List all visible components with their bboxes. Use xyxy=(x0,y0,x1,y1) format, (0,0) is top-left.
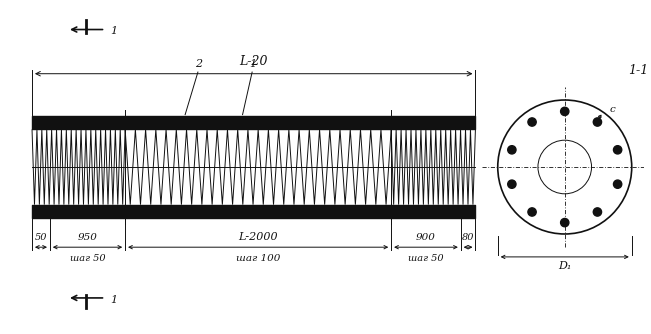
Ellipse shape xyxy=(508,180,516,188)
Ellipse shape xyxy=(528,118,536,126)
Text: 80: 80 xyxy=(462,233,475,242)
Text: 50: 50 xyxy=(35,233,48,242)
Text: 900: 900 xyxy=(416,233,436,242)
Text: 2: 2 xyxy=(195,59,202,69)
Ellipse shape xyxy=(508,146,516,154)
Ellipse shape xyxy=(613,146,622,154)
Ellipse shape xyxy=(593,118,602,126)
Text: D₁: D₁ xyxy=(558,261,572,271)
Ellipse shape xyxy=(593,208,602,216)
Text: 1: 1 xyxy=(111,26,118,36)
Text: шаг 100: шаг 100 xyxy=(236,254,281,263)
Ellipse shape xyxy=(561,218,569,227)
Ellipse shape xyxy=(561,107,569,116)
Text: L-2000: L-2000 xyxy=(238,232,278,242)
Text: 1: 1 xyxy=(111,295,118,305)
Ellipse shape xyxy=(528,208,536,216)
Ellipse shape xyxy=(613,180,622,188)
Text: шаг 50: шаг 50 xyxy=(408,254,444,263)
Text: шаг 50: шаг 50 xyxy=(70,254,105,263)
Text: 1: 1 xyxy=(249,59,256,69)
Text: c: c xyxy=(609,105,615,114)
Text: 1-1: 1-1 xyxy=(628,64,648,77)
Text: 950: 950 xyxy=(77,233,98,242)
Text: L-20: L-20 xyxy=(240,55,268,68)
